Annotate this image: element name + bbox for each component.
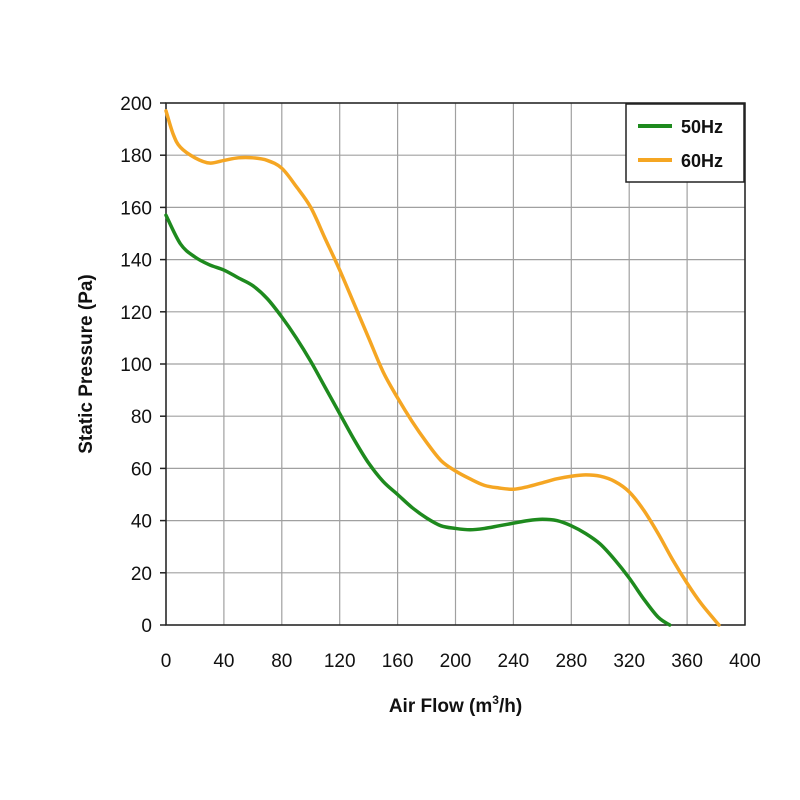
x-tick-label: 360: [671, 651, 703, 672]
x-tick-label: 160: [382, 651, 414, 672]
x-axis-ticks: 0 40 80 120 160 200 240 280 320 360 400: [161, 651, 761, 672]
y-tick-label: 20: [131, 564, 152, 585]
x-axis-title-superscript: 3: [492, 693, 499, 707]
x-tick-label: 240: [498, 651, 530, 672]
y-axis-title: Static Pressure (Pa): [76, 274, 97, 454]
y-tick-label: 40: [131, 512, 152, 533]
legend: 50Hz 60Hz: [625, 103, 745, 183]
series-line-60hz: [164, 109, 721, 627]
x-tick-label: 80: [271, 651, 292, 672]
x-axis-title-suffix: /h): [499, 696, 522, 717]
y-axis-ticks: 0 20 40 60 80 100 120 140 160 180 200: [120, 94, 166, 637]
y-tick-label: 80: [131, 407, 152, 428]
legend-label-50hz: 50Hz: [681, 117, 723, 137]
x-axis-title: Air Flow (m3/h): [389, 693, 522, 717]
x-tick-label: 320: [613, 651, 645, 672]
y-tick-label: 160: [120, 198, 152, 219]
x-tick-label: 40: [213, 651, 234, 672]
x-tick-label: 120: [324, 651, 356, 672]
y-tick-label: 120: [120, 303, 152, 324]
x-tick-label: 280: [555, 651, 587, 672]
y-tick-label: 100: [120, 355, 152, 376]
x-tick-label: 200: [440, 651, 472, 672]
y-tick-label: 140: [120, 251, 152, 272]
y-tick-label: 200: [120, 94, 152, 115]
series-layer: [164, 109, 721, 627]
legend-box: [625, 103, 745, 183]
y-tick-label: 0: [141, 616, 152, 637]
y-tick-label: 180: [120, 146, 152, 167]
x-tick-label: 0: [161, 651, 172, 672]
legend-label-60hz: 60Hz: [681, 151, 723, 171]
y-tick-label: 60: [131, 459, 152, 480]
x-tick-label: 400: [729, 651, 761, 672]
series-line-50hz: [164, 213, 672, 627]
x-axis-title-main: Air Flow (m: [389, 696, 492, 717]
